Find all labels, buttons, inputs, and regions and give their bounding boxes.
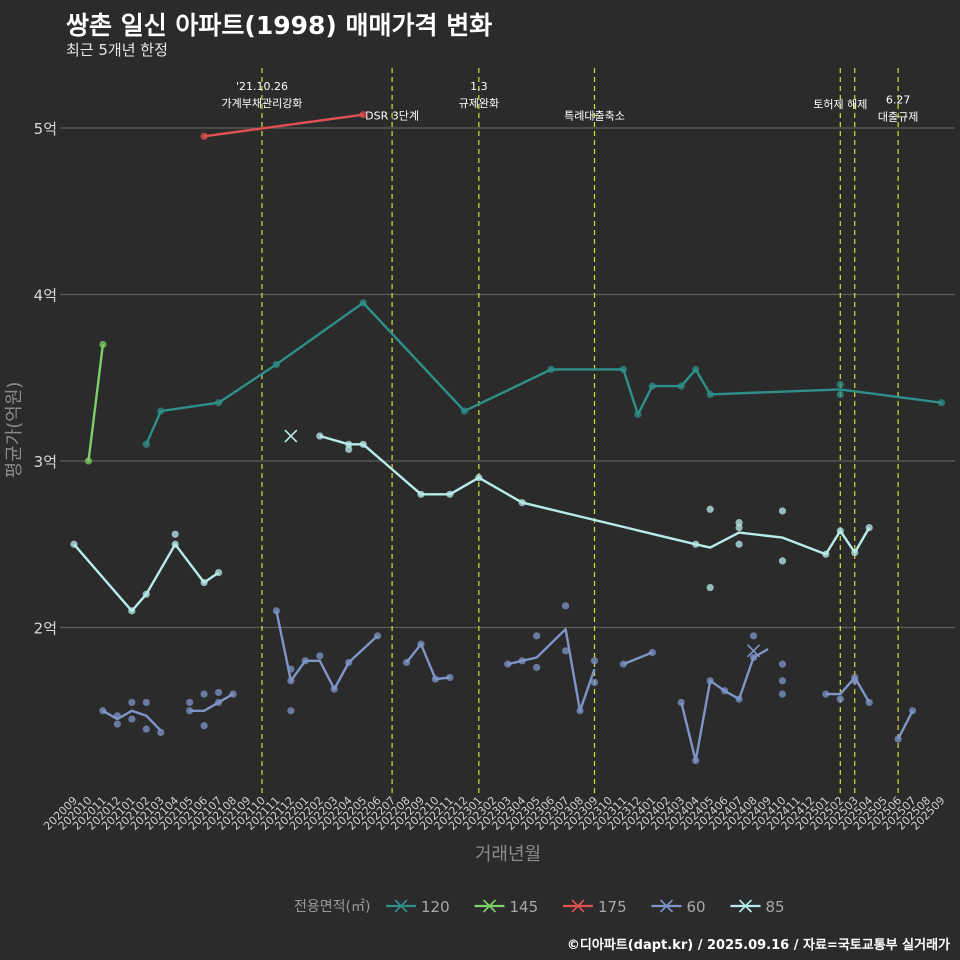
series-layer: [70, 111, 946, 765]
legend-item-120: 120: [386, 898, 450, 916]
data-point: [706, 505, 714, 513]
legend-label: 85: [766, 898, 785, 916]
data-point: [735, 524, 743, 532]
data-point: [836, 380, 844, 389]
y-tick-label: 2억: [34, 620, 57, 638]
series-line: [87, 344, 105, 462]
data-point: [316, 432, 324, 440]
data-point: [735, 540, 743, 548]
data-point: [778, 557, 787, 565]
legend-label: 175: [598, 898, 627, 916]
legend-label: 120: [421, 898, 450, 916]
y-tick-label: 4억: [34, 287, 57, 305]
series-line: [145, 301, 942, 445]
data-point: [590, 678, 599, 687]
data-point: [142, 725, 150, 733]
series-145: [84, 340, 107, 465]
data-point: [128, 715, 136, 723]
y-axis-label: 평균가(억원): [4, 382, 25, 479]
series-line: [203, 113, 364, 138]
data-point: [171, 530, 179, 538]
data-point: [778, 507, 787, 515]
data-point: [778, 660, 787, 668]
chart-subtitle: 최근 5개년 한정: [66, 41, 168, 59]
data-point: [446, 673, 454, 682]
data-point: [157, 728, 165, 736]
series-120: [142, 299, 946, 448]
data-point: [533, 663, 541, 672]
series-line: [73, 434, 871, 613]
y-tick-label: 3억: [34, 453, 57, 471]
data-point: [214, 688, 223, 697]
data-point: [128, 698, 136, 707]
legend-label: 145: [510, 898, 539, 916]
data-point: [561, 602, 570, 610]
data-point: [272, 607, 281, 615]
chart-title: 쌍촌 일신 아파트(1998) 매매가격 변화: [66, 11, 493, 40]
legend-item-85: 85: [730, 898, 785, 916]
series-175: [200, 111, 367, 140]
data-point: [590, 657, 599, 665]
legend-title: 전용면적(㎡): [294, 899, 370, 915]
legend-item-145: 145: [474, 898, 539, 916]
series-line: [102, 610, 914, 762]
data-point: [200, 690, 208, 698]
event-label: 특례대출축소: [564, 110, 625, 123]
data-point: [345, 445, 353, 453]
data-point: [778, 677, 787, 685]
x-axis: 2020092020102020112020122021012021022021…: [41, 794, 947, 833]
data-point: [504, 660, 512, 668]
event-label: DSR 3단계: [365, 110, 419, 123]
data-point: [706, 583, 714, 592]
data-point: [186, 698, 194, 707]
event-label: 1.3 규제완화: [459, 80, 499, 110]
data-point: [735, 519, 743, 527]
data-point: [561, 647, 570, 655]
data-point: [749, 632, 758, 640]
legend: 전용면적(㎡) 120 145 175 60 85: [294, 898, 785, 916]
data-point: [287, 707, 295, 715]
data-point: [778, 690, 787, 698]
data-point: [142, 698, 150, 707]
data-point: [84, 457, 93, 465]
legend-item-60: 60: [651, 898, 706, 916]
legend-label: 60: [687, 898, 706, 916]
data-point: [113, 720, 121, 728]
source-caption: ©디아파트(dapt.kr) / 2025.09.16 / 자료=국토교통부 실…: [566, 938, 950, 953]
x-axis-label: 거래년월: [475, 844, 541, 865]
data-point: [533, 632, 541, 640]
data-point: [316, 652, 324, 660]
data-point: [186, 707, 194, 715]
cross-marker: [284, 429, 298, 443]
data-point: [836, 695, 844, 703]
cross-marker: [746, 644, 761, 658]
event-label: 토허제 해제: [813, 97, 867, 111]
series-60: [99, 602, 917, 765]
event-label: '21.10.26 가계부채관리강화: [221, 80, 302, 110]
data-point: [836, 390, 844, 398]
y-axis: 2억 3억 4억 5억: [34, 120, 57, 638]
data-point: [200, 722, 208, 730]
y-tick-label: 5억: [34, 120, 57, 138]
series-85: [70, 432, 873, 615]
grid-lines: [60, 127, 955, 629]
data-point: [937, 399, 946, 407]
event-label: 6.27 대출규제: [878, 93, 918, 123]
legend-item-175: 175: [563, 898, 627, 916]
